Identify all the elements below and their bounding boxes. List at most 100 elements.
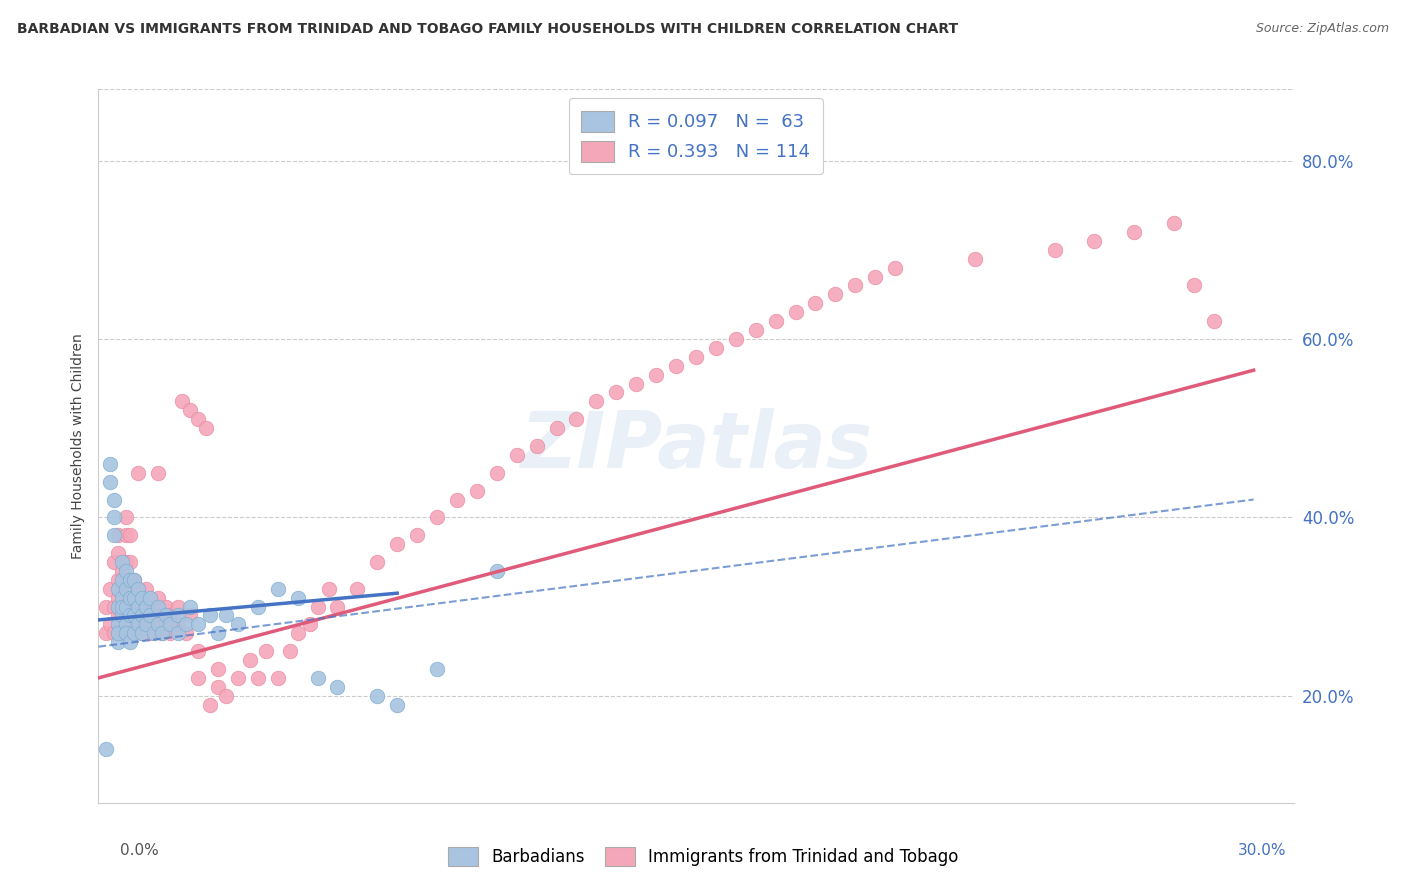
Point [318, 582, 340, 596]
Point [465, 483, 488, 498]
Point [665, 359, 688, 373]
Point [124, 573, 146, 587]
Point [103, 492, 125, 507]
Point [187, 617, 209, 632]
Point [96, 599, 118, 614]
Point [98, 582, 122, 596]
Point [187, 412, 209, 426]
Point [1202, 314, 1225, 328]
Point [215, 608, 238, 623]
Point [120, 573, 142, 587]
Point [865, 269, 887, 284]
Point [131, 591, 153, 605]
Point [179, 608, 201, 623]
Point [107, 591, 129, 605]
Point [143, 617, 166, 632]
Point [111, 608, 134, 623]
Point [187, 644, 209, 658]
Point [426, 662, 449, 676]
Point [804, 296, 827, 310]
Point [167, 599, 190, 614]
Point [226, 671, 249, 685]
Point [131, 626, 153, 640]
Point [155, 599, 177, 614]
Point [307, 671, 329, 685]
Point [207, 680, 229, 694]
Point [195, 421, 218, 435]
Point [150, 626, 173, 640]
Point [526, 439, 548, 453]
Point [103, 626, 125, 640]
Point [135, 617, 157, 632]
Point [143, 626, 166, 640]
Point [115, 555, 138, 569]
Point [724, 332, 747, 346]
Point [150, 608, 173, 623]
Point [159, 626, 181, 640]
Point [506, 448, 529, 462]
Point [139, 591, 162, 605]
Point [148, 608, 170, 623]
Point [645, 368, 668, 382]
Text: 30.0%: 30.0% [1239, 843, 1286, 858]
Point [111, 599, 134, 614]
Point [167, 617, 190, 632]
Point [485, 466, 508, 480]
Point [111, 626, 134, 640]
Point [179, 403, 201, 417]
Point [239, 653, 262, 667]
Point [226, 617, 249, 632]
Point [844, 278, 866, 293]
Point [198, 698, 221, 712]
Point [215, 689, 238, 703]
Point [127, 466, 149, 480]
Point [127, 617, 149, 632]
Point [685, 350, 707, 364]
Point [107, 626, 129, 640]
Point [124, 591, 146, 605]
Point [124, 626, 146, 640]
Point [135, 599, 157, 614]
Point [115, 564, 138, 578]
Point [107, 599, 129, 614]
Point [207, 626, 229, 640]
Point [120, 635, 142, 649]
Point [107, 608, 129, 623]
Point [446, 492, 468, 507]
Point [127, 599, 149, 614]
Point [115, 608, 138, 623]
Point [115, 510, 138, 524]
Point [124, 573, 146, 587]
Point [98, 457, 122, 471]
Point [131, 608, 153, 623]
Point [103, 599, 125, 614]
Point [246, 599, 269, 614]
Point [187, 671, 209, 685]
Point [148, 617, 170, 632]
Point [207, 662, 229, 676]
Point [103, 510, 125, 524]
Point [174, 626, 197, 640]
Point [1123, 225, 1146, 239]
Point [1083, 234, 1105, 248]
Point [426, 510, 449, 524]
Point [385, 698, 409, 712]
Point [107, 546, 129, 560]
Point [139, 608, 162, 623]
Point [107, 573, 129, 587]
Point [120, 528, 142, 542]
Point [150, 626, 173, 640]
Point [135, 582, 157, 596]
Point [139, 626, 162, 640]
Point [148, 591, 170, 605]
Point [120, 608, 142, 623]
Point [115, 591, 138, 605]
Point [1182, 278, 1205, 293]
Point [107, 635, 129, 649]
Point [103, 528, 125, 542]
Point [254, 644, 277, 658]
Point [124, 626, 146, 640]
Point [115, 599, 138, 614]
Point [585, 394, 607, 409]
Point [139, 608, 162, 623]
